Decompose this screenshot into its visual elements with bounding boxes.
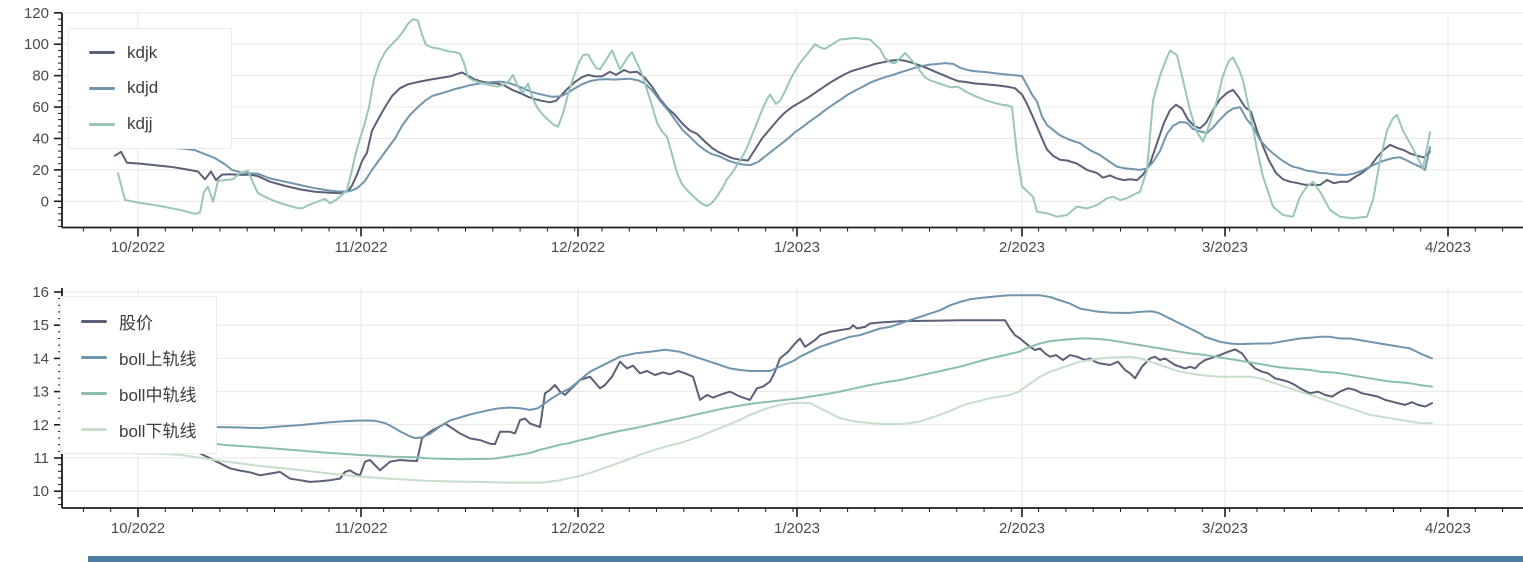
legend-label-boll-upper: boll上轨线 — [119, 349, 197, 369]
x-axis-label: 2/2023 — [999, 239, 1045, 256]
x-axis-label: 10/2022 — [111, 520, 165, 537]
y-axis-label: 14 — [32, 350, 49, 367]
y-axis-label: 40 — [32, 130, 49, 147]
legend-label-price: 股价 — [119, 313, 153, 333]
legend-item-boll-upper[interactable]: boll上轨线 — [81, 345, 206, 370]
boll下轨线-line — [132, 355, 1433, 484]
x-axis-label: 12/2022 — [551, 520, 605, 537]
x-axis-label: 1/2023 — [774, 520, 820, 537]
y-axis-label: 11 — [33, 450, 49, 467]
x-axis-label: 3/2023 — [1202, 520, 1248, 537]
boll-lower-swatch — [81, 427, 107, 431]
legend-label-boll-lower: boll下轨线 — [119, 421, 197, 441]
x-axis-label: 3/2023 — [1202, 239, 1248, 256]
kdjk-swatch — [89, 51, 115, 55]
legend-label-kdjk: kdjk — [127, 42, 158, 62]
x-axis-label: 2/2023 — [999, 520, 1045, 537]
y-axis-label: 60 — [32, 99, 49, 116]
kdjd-line — [172, 62, 1431, 193]
y-axis-label: 13 — [32, 384, 49, 401]
y-axis-label: 10 — [32, 483, 49, 500]
y-axis-label: 0 — [41, 193, 49, 210]
legend-item-kdjj[interactable]: kdjj — [89, 114, 221, 134]
y-axis-label: 100 — [24, 36, 49, 53]
kdjj-line — [117, 18, 1431, 220]
x-axis-label: 4/2023 — [1425, 520, 1471, 537]
legend-label-kdjd: kdjd — [127, 78, 159, 98]
y-axis-label: 80 — [32, 68, 49, 85]
legend-label-boll-middle: boll中轨线 — [119, 385, 197, 405]
x-axis-label: 11/2022 — [334, 239, 387, 256]
boll-middle-swatch — [81, 391, 107, 395]
price-swatch — [81, 319, 107, 323]
legend-item-kdjd[interactable]: kdjd — [89, 78, 221, 98]
bottom-partial-bar — [88, 556, 1523, 562]
legend-item-boll-lower[interactable]: boll下轨线 — [81, 417, 206, 442]
kdjj-swatch — [89, 122, 115, 126]
legend-label-kdjj: kdjj — [127, 114, 153, 134]
股价-line — [132, 319, 1433, 483]
x-axis-label: 11/2022 — [334, 520, 387, 537]
y-axis-label: 12 — [32, 417, 49, 434]
x-axis-label: 1/2023 — [774, 239, 820, 256]
x-axis-label: 10/2022 — [111, 239, 165, 256]
boll上轨线-line — [132, 294, 1433, 440]
y-axis-label: 15 — [32, 317, 49, 334]
kdjk-line — [114, 58, 1431, 195]
y-axis-label: 120 — [24, 5, 49, 22]
boll-upper-swatch — [81, 355, 107, 359]
legend-item-kdjk[interactable]: kdjk — [89, 43, 221, 63]
y-axis-label: 20 — [32, 162, 49, 179]
kdj-legend: kdjk kdjd kdjj — [68, 28, 232, 149]
y-axis-label: 16 — [32, 284, 49, 301]
x-axis-label: 12/2022 — [551, 239, 605, 256]
legend-item-price[interactable]: 股价 — [81, 309, 206, 334]
kdjd-swatch — [89, 86, 115, 90]
x-axis-label: 4/2023 — [1425, 239, 1471, 256]
boll-legend: 股价 boll上轨线 boll中轨线 boll下轨线 — [60, 296, 217, 454]
legend-item-boll-middle[interactable]: boll中轨线 — [81, 381, 206, 406]
boll中轨线-line — [132, 337, 1433, 461]
